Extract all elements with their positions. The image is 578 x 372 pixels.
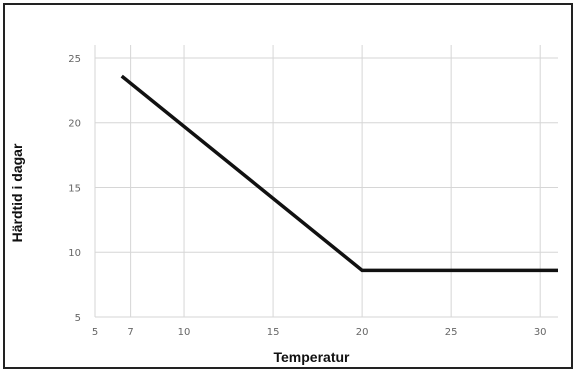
x-tick-label: 30 bbox=[534, 327, 547, 338]
y-tick-label: 20 bbox=[68, 119, 81, 130]
x-axis-title: Temperatur bbox=[274, 349, 351, 365]
y-tick-label: 10 bbox=[68, 248, 81, 259]
x-tick-label: 10 bbox=[178, 327, 191, 338]
x-tick-label: 7 bbox=[127, 327, 133, 338]
y-tick-label: 5 bbox=[75, 313, 81, 324]
grid bbox=[94, 45, 558, 318]
y-tick-label: 25 bbox=[68, 54, 81, 65]
x-tick-label: 15 bbox=[267, 327, 280, 338]
x-tick-label: 25 bbox=[445, 327, 458, 338]
series-line bbox=[120, 74, 558, 273]
y-axis-title: Härdtid i dagar bbox=[9, 143, 25, 242]
x-tick-label: 5 bbox=[92, 327, 98, 338]
y-tick-label: 15 bbox=[68, 183, 81, 194]
y-axis-ticks: 5 10 15 20 25 bbox=[68, 54, 81, 324]
chart-frame bbox=[3, 3, 573, 369]
series-group bbox=[120, 74, 558, 273]
x-tick-label: 20 bbox=[356, 327, 369, 338]
x-axis-ticks: 5 7 10 15 20 25 30 bbox=[92, 327, 547, 338]
